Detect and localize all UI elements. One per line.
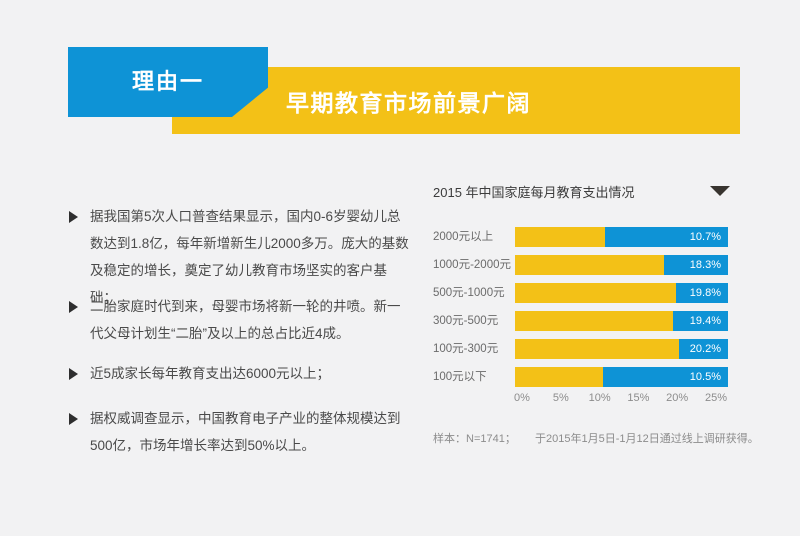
bullet-item: 近5成家长每年教育支出达6000元以上； <box>68 360 412 387</box>
bar-category-label: 300元-500元 <box>433 315 499 327</box>
chart-title: 2015 年中国家庭每月教育支出情况 <box>433 185 635 200</box>
bar-category-label: 100元以下 <box>433 371 487 383</box>
x-axis-tick-label: 25% <box>704 392 728 404</box>
bar-value-label: 10.7% <box>689 231 721 243</box>
bar-value-label: 18.3% <box>689 259 721 271</box>
x-axis-tick-label: 0% <box>514 392 530 404</box>
bar-remainder-segment: 10.7% <box>605 227 728 247</box>
section-title-banner: 早期教育市场前景广阔 <box>172 67 740 134</box>
bar-category-label: 2000元以上 <box>433 231 494 243</box>
chart-row: 1000元-2000元 18.3% <box>433 255 728 275</box>
bar-remainder-segment: 10.5% <box>603 367 728 387</box>
bar-value-label: 20.2% <box>689 343 721 355</box>
x-axis-tick-label: 15% <box>627 392 650 404</box>
bar-remainder-segment: 19.4% <box>673 311 728 331</box>
bar-value-segment <box>515 255 664 275</box>
triangle-right-icon <box>69 368 78 380</box>
bar-value-segment <box>515 311 673 331</box>
bullet-text: 据权威调查显示，中国教育电子产业的整体规模达到500亿，市场年增长率达到50%以… <box>90 411 401 453</box>
bar-remainder-segment: 18.3% <box>664 255 728 275</box>
bullet-text: 近5成家长每年教育支出达6000元以上； <box>90 366 331 381</box>
bar-remainder-segment: 19.8% <box>676 283 728 303</box>
bar-track: 19.4% <box>515 311 728 331</box>
bar-remainder-segment: 20.2% <box>679 339 728 359</box>
reason-badge: 理由一 <box>68 47 268 117</box>
bar-category-label: 1000元-2000元 <box>433 259 511 271</box>
bar-value-segment <box>515 339 679 359</box>
chart-row: 100元以下 10.5% <box>433 367 728 387</box>
chart-row: 300元-500元 19.4% <box>433 311 728 331</box>
chart-row: 500元-1000元 19.8% <box>433 283 728 303</box>
bar-value-segment <box>515 367 603 387</box>
section-title: 早期教育市场前景广阔 <box>286 89 531 116</box>
bar-track: 19.8% <box>515 283 728 303</box>
triangle-right-icon <box>69 211 78 223</box>
bullet-item: 据我国第5次人口普查结果显示，国内0-6岁婴幼儿总数达到1.8亿，每年新增新生儿… <box>68 203 412 311</box>
x-axis-tick-label: 5% <box>552 392 569 404</box>
x-axis: 0% 5% 10% 15% 20% 25% <box>514 392 728 406</box>
chart-row: 2000元以上 10.7% <box>433 227 728 247</box>
bar-track: 18.3% <box>515 255 728 275</box>
footnote-method: 于2015年1月5日-1月12日通过线上调研获得。 <box>535 433 759 445</box>
chart-row: 100元-300元 20.2% <box>433 339 728 359</box>
bar-category-label: 100元-300元 <box>433 343 499 355</box>
x-axis-tick-label: 20% <box>666 392 689 404</box>
bar-value-segment <box>515 227 605 247</box>
bar-track: 20.2% <box>515 339 728 359</box>
bar-value-label: 19.4% <box>689 315 721 327</box>
dropdown-triangle-icon[interactable] <box>710 186 730 196</box>
bar-value-segment <box>515 283 676 303</box>
chart-rows: 2000元以上 10.7% 1000元-2000元 18.3% 500元-1000元 19… <box>433 227 728 395</box>
bar-track: 10.5% <box>515 367 728 387</box>
bullet-item: 据权威调查显示，中国教育电子产业的整体规模达到500亿，市场年增长率达到50%以… <box>68 405 412 459</box>
x-axis-tick-label: 10% <box>588 392 611 404</box>
triangle-right-icon <box>69 301 78 313</box>
bar-value-label: 10.5% <box>689 371 721 383</box>
bar-category-label: 500元-1000元 <box>433 287 505 299</box>
reason-badge-label: 理由一 <box>131 69 204 94</box>
bullet-item: 二胎家庭时代到来，母婴市场将新一轮的井喷。新一代父母计划生“二胎”及以上的总占比… <box>68 293 412 347</box>
footnote-sample: 样本：N=1741； <box>433 433 516 445</box>
chart-footnote: 样本：N=1741； 于2015年1月5日-1月12日通过线上调研获得。 <box>433 430 759 446</box>
bar-value-label: 19.8% <box>689 287 721 299</box>
bullet-list: 据我国第5次人口普查结果显示，国内0-6岁婴幼儿总数达到1.8亿，每年新增新生儿… <box>68 0 412 536</box>
triangle-right-icon <box>69 413 78 425</box>
bullet-text: 据我国第5次人口普查结果显示，国内0-6岁婴幼儿总数达到1.8亿，每年新增新生儿… <box>90 209 409 305</box>
bar-track: 10.7% <box>515 227 728 247</box>
bullet-text: 二胎家庭时代到来，母婴市场将新一轮的井喷。新一代父母计划生“二胎”及以上的总占比… <box>90 299 401 341</box>
